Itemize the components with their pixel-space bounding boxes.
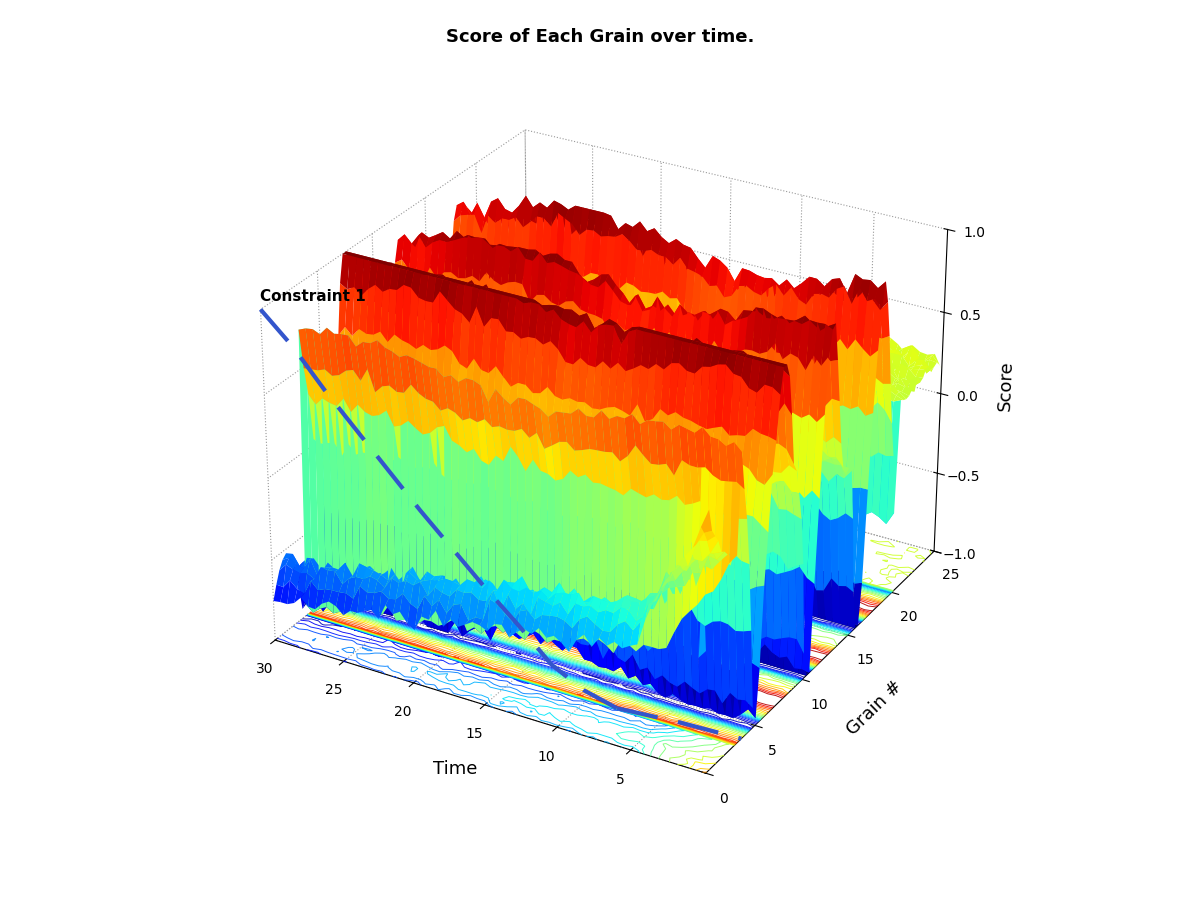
Y-axis label: Grain #: Grain # (843, 678, 906, 739)
X-axis label: Time: Time (432, 760, 477, 778)
Title: Score of Each Grain over time.: Score of Each Grain over time. (447, 28, 754, 46)
